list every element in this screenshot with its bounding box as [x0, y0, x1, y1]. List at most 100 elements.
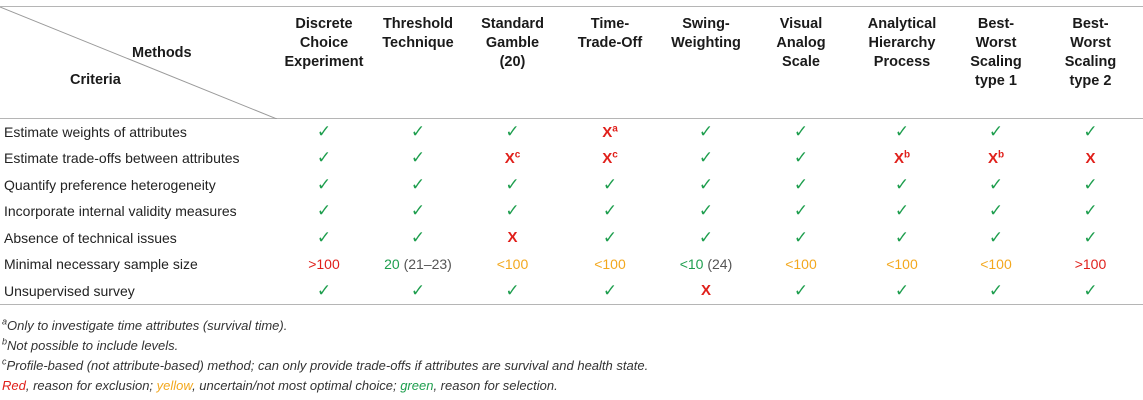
table-cell: ✓	[277, 145, 371, 172]
method-header-8: Best- Worst Scaling type 1	[954, 6, 1038, 119]
table-cell: ✓	[277, 277, 371, 305]
check-icon: ✓	[505, 174, 520, 195]
method-header-4: Time- Trade-Off	[560, 6, 660, 119]
table-cell: ✓	[660, 225, 752, 252]
check-icon: ✓	[894, 174, 910, 195]
sample-size-value: <100	[496, 256, 529, 273]
table-cell: <100	[560, 251, 660, 278]
cross-icon: X	[893, 149, 904, 167]
check-icon: ✓	[698, 174, 714, 195]
methods-axis-label: Methods	[132, 45, 192, 61]
table-cell: ✓	[371, 172, 465, 199]
criterion-label: Incorporate internal validity measures	[4, 203, 237, 220]
table-cell: X	[465, 225, 560, 252]
table-cell: ✓	[660, 172, 752, 199]
sample-size-value: >100	[308, 256, 340, 273]
check-icon: ✓	[505, 201, 520, 222]
table-cell: <100	[954, 251, 1038, 278]
method-header-6: Visual Analog Scale	[752, 6, 850, 119]
table-cell: >100	[1038, 251, 1143, 278]
check-icon: ✓	[793, 227, 809, 248]
footnote-a-text: Only to investigate time attributes (sur…	[7, 318, 288, 333]
table-body: Estimate weights of attributes ✓ ✓ ✓ Xa ✓ ✓ ✓ ✓ ✓…	[0, 119, 1143, 305]
check-icon: ✓	[988, 227, 1004, 248]
check-icon: ✓	[793, 122, 809, 142]
check-icon: ✓	[698, 227, 714, 248]
corner-header-cell: Methods Criteria	[0, 6, 277, 119]
table-row: Estimate weights of attributes ✓ ✓ ✓ Xa ✓ ✓ ✓ ✓ ✓	[0, 119, 1143, 146]
table-cell: ✓	[660, 119, 752, 146]
check-icon: ✓	[894, 227, 910, 248]
footnote-a: aOnly to investigate time attributes (su…	[2, 316, 1132, 336]
legend-green-text: , reason for selection.	[433, 378, 558, 393]
legend-yellow-text: , uncertain/not most optimal choice;	[192, 378, 401, 393]
table-cell: ✓	[850, 277, 954, 305]
table-row: Incorporate internal validity measures ✓ ✓…	[0, 198, 1143, 225]
criterion-label: Estimate weights of attributes	[4, 124, 187, 140]
footnote-b-text: Not possible to include levels.	[7, 338, 179, 353]
check-icon: ✓	[505, 122, 520, 142]
check-icon: ✓	[1083, 227, 1098, 248]
diagonal-divider	[0, 7, 277, 119]
check-icon: ✓	[316, 174, 332, 195]
method-header-2: Threshold Technique	[371, 6, 465, 119]
table-cell: ✓	[954, 277, 1038, 305]
reference-citation: (21–23)	[403, 256, 452, 273]
table-cell: ✓	[465, 119, 560, 146]
table-cell: Xc	[465, 145, 560, 172]
table-cell: ✓	[850, 198, 954, 225]
table-cell: ✓	[465, 172, 560, 199]
check-icon: ✓	[988, 201, 1004, 222]
method-header-3: Standard Gamble (20)	[465, 6, 560, 119]
criterion-label: Quantify preference heterogeneity	[4, 176, 216, 193]
check-icon: ✓	[602, 201, 618, 222]
table-cell: ✓	[752, 277, 850, 305]
check-icon: ✓	[894, 201, 910, 222]
table-cell: ✓	[752, 119, 850, 146]
table-cell: ✓	[465, 277, 560, 305]
table-cell: ✓	[660, 145, 752, 172]
footnotes: aOnly to investigate time attributes (su…	[2, 316, 1132, 396]
table-cell: ✓	[277, 198, 371, 225]
table-cell: ✓	[1038, 225, 1143, 252]
check-icon: ✓	[410, 227, 426, 248]
table-cell: Xb	[954, 145, 1038, 172]
check-icon: ✓	[602, 227, 618, 248]
check-icon: ✓	[793, 148, 809, 169]
footnote-marker: c	[514, 149, 521, 161]
check-icon: ✓	[316, 148, 332, 169]
check-icon: ✓	[1083, 280, 1098, 301]
check-icon: ✓	[698, 148, 714, 169]
table-row: Unsupervised survey ✓ ✓ ✓ ✓ X ✓ ✓ ✓ ✓	[0, 277, 1143, 305]
table-cell: Xa	[560, 119, 660, 146]
check-icon: ✓	[316, 201, 332, 222]
check-icon: ✓	[793, 280, 809, 301]
check-icon: ✓	[316, 280, 332, 301]
check-icon: ✓	[894, 280, 910, 301]
table-cell: ✓	[371, 145, 465, 172]
footnote-marker: b	[997, 149, 1005, 161]
table-cell: ✓	[371, 277, 465, 305]
check-icon: ✓	[410, 148, 426, 169]
criterion-label: Estimate trade-offs between attributes	[4, 150, 240, 167]
table-cell: ✓	[277, 225, 371, 252]
cross-icon: X	[1085, 149, 1096, 167]
cross-icon: X	[987, 149, 998, 167]
criteria-axis-label: Criteria	[70, 72, 121, 88]
table-cell: ✓	[1038, 119, 1143, 146]
footnote-marker: a	[612, 122, 618, 134]
table-cell: <100	[752, 251, 850, 278]
check-icon: ✓	[698, 201, 714, 222]
table-cell: ✓	[465, 198, 560, 225]
table-cell: ✓	[752, 172, 850, 199]
table-cell: X	[1038, 145, 1143, 172]
table-row: Absence of technical issues ✓ ✓ X ✓ ✓ ✓ ✓ ✓ ✓	[0, 225, 1143, 252]
sample-size-value: <10	[679, 256, 704, 273]
sample-size-value: <100	[886, 256, 918, 273]
method-header-5: Swing- Weighting	[660, 6, 752, 119]
table-cell: ✓	[371, 119, 465, 146]
footnote-b-mark: b	[2, 336, 8, 347]
table-cell: X	[660, 277, 752, 305]
reference-citation: (24)	[707, 256, 733, 273]
